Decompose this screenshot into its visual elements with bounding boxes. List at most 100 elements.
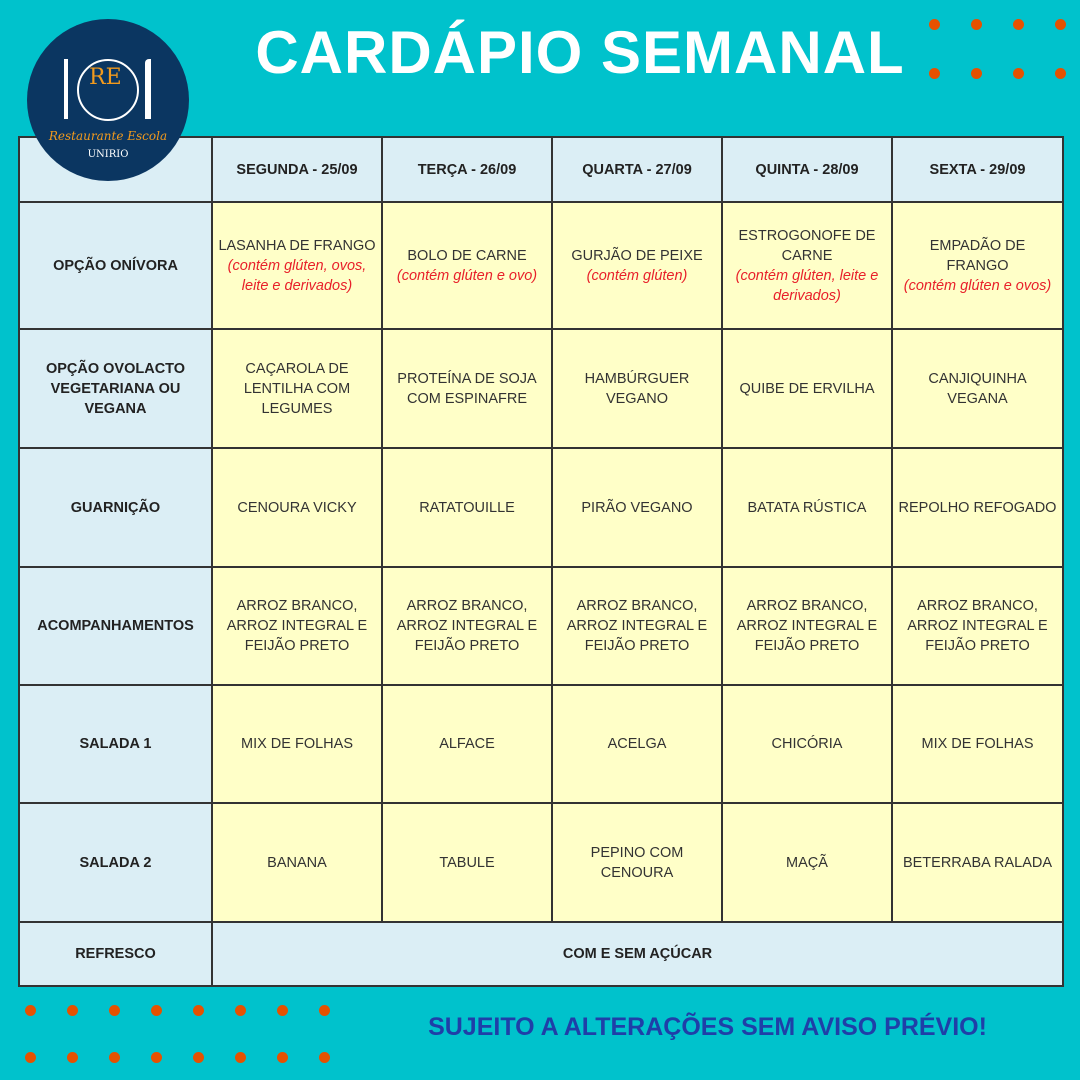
- row-label: ACOMPANHAMENTOS: [18, 566, 213, 686]
- menu-cell: QUIBE DE ERVILHA: [721, 328, 893, 449]
- dish-name: BOLO DE CARNE: [407, 247, 527, 264]
- dish-name: REPOLHO REFOGADO: [898, 499, 1057, 516]
- dish-name: ARROZ BRANCO, ARROZ INTEGRAL E FEIJÃO PR…: [396, 598, 538, 654]
- row-label: OPÇÃO OVOLACTO VEGETARIANA OU VEGANA: [18, 328, 213, 449]
- dish-name: ESTROGONOFE DE CARNE: [738, 227, 876, 264]
- allergen-note: (contém glúten): [586, 267, 688, 284]
- menu-cell: GURJÃO DE PEIXE (contém glúten): [551, 201, 723, 330]
- refresco-value: COM E SEM AÇÚCAR: [211, 921, 1064, 987]
- dish-name: BETERRABA RALADA: [902, 854, 1053, 871]
- dot: [1055, 68, 1066, 79]
- menu-cell: BATATA RÚSTICA: [721, 447, 893, 568]
- dish-name: MIX DE FOLHAS: [921, 736, 1034, 752]
- menu-cell: ARROZ BRANCO, ARROZ INTEGRAL E FEIJÃO PR…: [381, 566, 553, 686]
- dish-name: ARROZ BRANCO, ARROZ INTEGRAL E FEIJÃO PR…: [226, 598, 368, 654]
- row-label: SALADA 1: [18, 684, 213, 804]
- dish-name: HAMBÚRGUER VEGANO: [584, 370, 690, 407]
- row-label: REFRESCO: [18, 921, 213, 987]
- dot: [151, 1052, 162, 1063]
- row-label: GUARNIÇÃO: [18, 447, 213, 568]
- dot: [235, 1005, 246, 1016]
- dish-name: LASANHA DE FRANGO: [218, 237, 376, 254]
- menu-cell: BETERRABA RALADA: [891, 802, 1064, 923]
- day-header: SEXTA - 29/09: [891, 136, 1064, 203]
- menu-cell: ARROZ BRANCO, ARROZ INTEGRAL E FEIJÃO PR…: [891, 566, 1064, 686]
- dish-name: CHICÓRIA: [771, 736, 843, 752]
- dot: [929, 68, 940, 79]
- dish-name: GURJÃO DE PEIXE: [571, 247, 703, 264]
- dot: [1055, 19, 1066, 30]
- dot: [151, 1005, 162, 1016]
- dish-name: ALFACE: [439, 736, 495, 752]
- dot: [319, 1005, 330, 1016]
- day-header: SEGUNDA - 25/09: [211, 136, 383, 203]
- plate-icon: [77, 59, 139, 121]
- menu-cell: ESTROGONOFE DE CARNE (contém glúten, leit…: [721, 201, 893, 330]
- row-label: OPÇÃO ONÍVORA: [18, 201, 213, 330]
- dot: [1013, 19, 1024, 30]
- menu-cell: CHICÓRIA: [721, 684, 893, 804]
- menu-cell: TABULE: [381, 802, 553, 923]
- dish-name: ACELGA: [607, 736, 667, 752]
- disclaimer: SUJEITO A ALTERAÇÕES SEM AVISO PRÉVIO!: [428, 1013, 987, 1041]
- menu-cell: REPOLHO REFOGADO: [891, 447, 1064, 568]
- dish-name: ARROZ BRANCO, ARROZ INTEGRAL E FEIJÃO PR…: [736, 598, 878, 654]
- menu-cell: MIX DE FOLHAS: [211, 684, 383, 804]
- dish-name: PEPINO COM CENOURA: [590, 844, 684, 881]
- menu-cell: LASANHA DE FRANGO (contém glúten, ovos, l…: [211, 201, 383, 330]
- menu-cell: PIRÃO VEGANO: [551, 447, 723, 568]
- menu-row: ACOMPANHAMENTOS ARROZ BRANCO, ARROZ INTEG…: [18, 566, 1064, 686]
- dish-name: RATATOUILLE: [419, 499, 515, 516]
- menu-cell: BANANA: [211, 802, 383, 923]
- menu-row: OPÇÃO OVOLACTO VEGETARIANA OU VEGANA CAÇA…: [18, 328, 1064, 449]
- menu-row: SALADA 1 MIX DE FOLHAS ALFACE ACELGA CHICÓRI…: [18, 684, 1064, 804]
- dish-name: BANANA: [267, 854, 327, 871]
- menu-row: SALADA 2 BANANA TABULE PEPINO COM CENOURA MA…: [18, 802, 1064, 923]
- menu-cell: CAÇAROLA DE LENTILHA COM LEGUMES: [211, 328, 383, 449]
- menu-cell: ALFACE: [381, 684, 553, 804]
- menu-cell: PROTEÍNA DE SOJA COM ESPINAFRE: [381, 328, 553, 449]
- menu-cell: CANJIQUINHA VEGANA: [891, 328, 1064, 449]
- menu-cell: ARROZ BRANCO, ARROZ INTEGRAL E FEIJÃO PR…: [721, 566, 893, 686]
- dot: [929, 19, 940, 30]
- dish-name: PIRÃO VEGANO: [581, 499, 693, 516]
- dot: [109, 1005, 120, 1016]
- dot: [25, 1005, 36, 1016]
- dot: [193, 1005, 204, 1016]
- dish-name: CANJIQUINHA VEGANA: [928, 370, 1027, 407]
- restaurant-logo: RE Restaurante Escola UNIRIO: [27, 19, 189, 181]
- menu-row: OPÇÃO ONÍVORA LASANHA DE FRANGO (contém gl…: [18, 201, 1064, 330]
- dot: [109, 1052, 120, 1063]
- dot: [277, 1005, 288, 1016]
- dish-name: CAÇAROLA DE LENTILHA COM LEGUMES: [243, 360, 351, 417]
- dish-name: EMPADÃO DE FRANGO: [929, 237, 1026, 274]
- fork-icon: [64, 59, 68, 119]
- menu-cell: EMPADÃO DE FRANGO (contém glúten e ovos): [891, 201, 1064, 330]
- menu-cell: ARROZ BRANCO, ARROZ INTEGRAL E FEIJÃO PR…: [211, 566, 383, 686]
- allergen-note: (contém glúten, ovos, leite e derivados): [227, 257, 367, 294]
- dot: [235, 1052, 246, 1063]
- logo-name: Restaurante Escola: [48, 129, 168, 143]
- row-label: SALADA 2: [18, 802, 213, 923]
- menu-cell: ARROZ BRANCO, ARROZ INTEGRAL E FEIJÃO PR…: [551, 566, 723, 686]
- logo-initials: RE: [89, 65, 122, 90]
- menu-cell: PEPINO COM CENOURA: [551, 802, 723, 923]
- menu-cell: ACELGA: [551, 684, 723, 804]
- dish-name: CENOURA VICKY: [237, 499, 357, 516]
- day-header: QUINTA - 28/09: [721, 136, 893, 203]
- dot: [25, 1052, 36, 1063]
- dot: [193, 1052, 204, 1063]
- dot: [67, 1005, 78, 1016]
- allergen-note: (contém glúten, leite e derivados): [735, 267, 879, 304]
- dish-name: MIX DE FOLHAS: [241, 736, 353, 752]
- menu-table: SEGUNDA - 25/09 TERÇA - 26/09 QUARTA - 27/…: [18, 136, 1064, 987]
- menu-cell: RATATOUILLE: [381, 447, 553, 568]
- menu-cell: MAÇÃ: [721, 802, 893, 923]
- day-header: TERÇA - 26/09: [381, 136, 553, 203]
- menu-cell: MIX DE FOLHAS: [891, 684, 1064, 804]
- dish-name: ARROZ BRANCO, ARROZ INTEGRAL E FEIJÃO PR…: [907, 598, 1048, 654]
- dot: [319, 1052, 330, 1063]
- dish-name: MAÇÃ: [786, 854, 828, 871]
- dish-name: BATATA RÚSTICA: [747, 499, 867, 516]
- menu-cell: HAMBÚRGUER VEGANO: [551, 328, 723, 449]
